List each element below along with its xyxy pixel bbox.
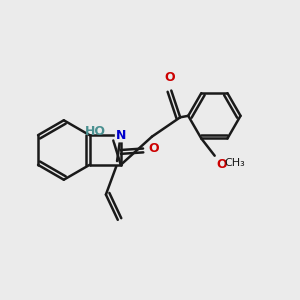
Text: O: O	[164, 71, 175, 84]
Text: O: O	[148, 142, 159, 155]
Text: O: O	[216, 158, 227, 171]
Text: HO: HO	[84, 125, 105, 138]
Text: N: N	[116, 129, 126, 142]
Text: CH₃: CH₃	[224, 158, 245, 168]
